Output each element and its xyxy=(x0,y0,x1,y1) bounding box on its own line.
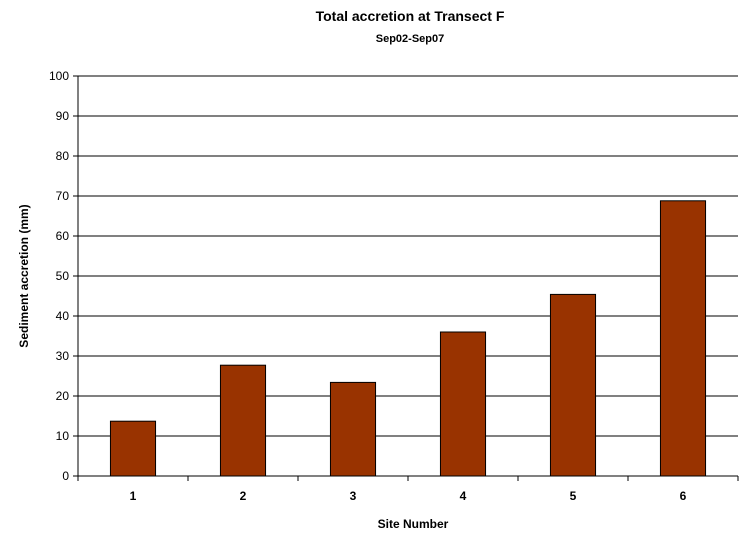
bar-site-6 xyxy=(659,200,707,477)
y-tick-label-80: 80 xyxy=(56,149,70,163)
bar-site-5 xyxy=(549,293,597,477)
y-axis-title: Sediment accretion (mm) xyxy=(17,204,31,347)
y-tick-label-70: 70 xyxy=(56,189,70,203)
x-tick-labels: 1 2 3 4 5 6 xyxy=(130,489,687,503)
bars xyxy=(109,200,707,477)
chart-subtitle: Sep02-Sep07 xyxy=(376,33,444,45)
y-tick-label-40: 40 xyxy=(56,309,70,323)
y-tick-label-10: 10 xyxy=(56,429,70,443)
x-tick-label-3: 3 xyxy=(350,489,357,503)
chart-title: Total accretion at Transect F xyxy=(316,8,505,24)
bar-site-4 xyxy=(439,331,487,477)
y-tick-label-50: 50 xyxy=(56,269,70,283)
y-tick-labels: 0 10 20 30 40 50 60 70 80 90 100 xyxy=(49,69,69,483)
x-tick-label-2: 2 xyxy=(240,489,247,503)
x-tick-label-5: 5 xyxy=(570,489,577,503)
axes xyxy=(73,75,739,481)
y-tick-label-30: 30 xyxy=(56,349,70,363)
bar-site-1 xyxy=(109,420,157,477)
x-tick-label-6: 6 xyxy=(680,489,687,503)
gridlines xyxy=(78,75,738,437)
y-tick-label-100: 100 xyxy=(49,69,69,83)
y-tick-label-20: 20 xyxy=(56,389,70,403)
y-tick-label-0: 0 xyxy=(62,469,69,483)
bar-site-2 xyxy=(219,364,267,477)
y-tick-label-90: 90 xyxy=(56,109,70,123)
bar-site-3 xyxy=(329,381,377,477)
y-tick-label-60: 60 xyxy=(56,229,70,243)
x-axis-title: Site Number xyxy=(378,517,449,531)
x-tick-label-1: 1 xyxy=(130,489,137,503)
x-tick-label-4: 4 xyxy=(460,489,467,503)
